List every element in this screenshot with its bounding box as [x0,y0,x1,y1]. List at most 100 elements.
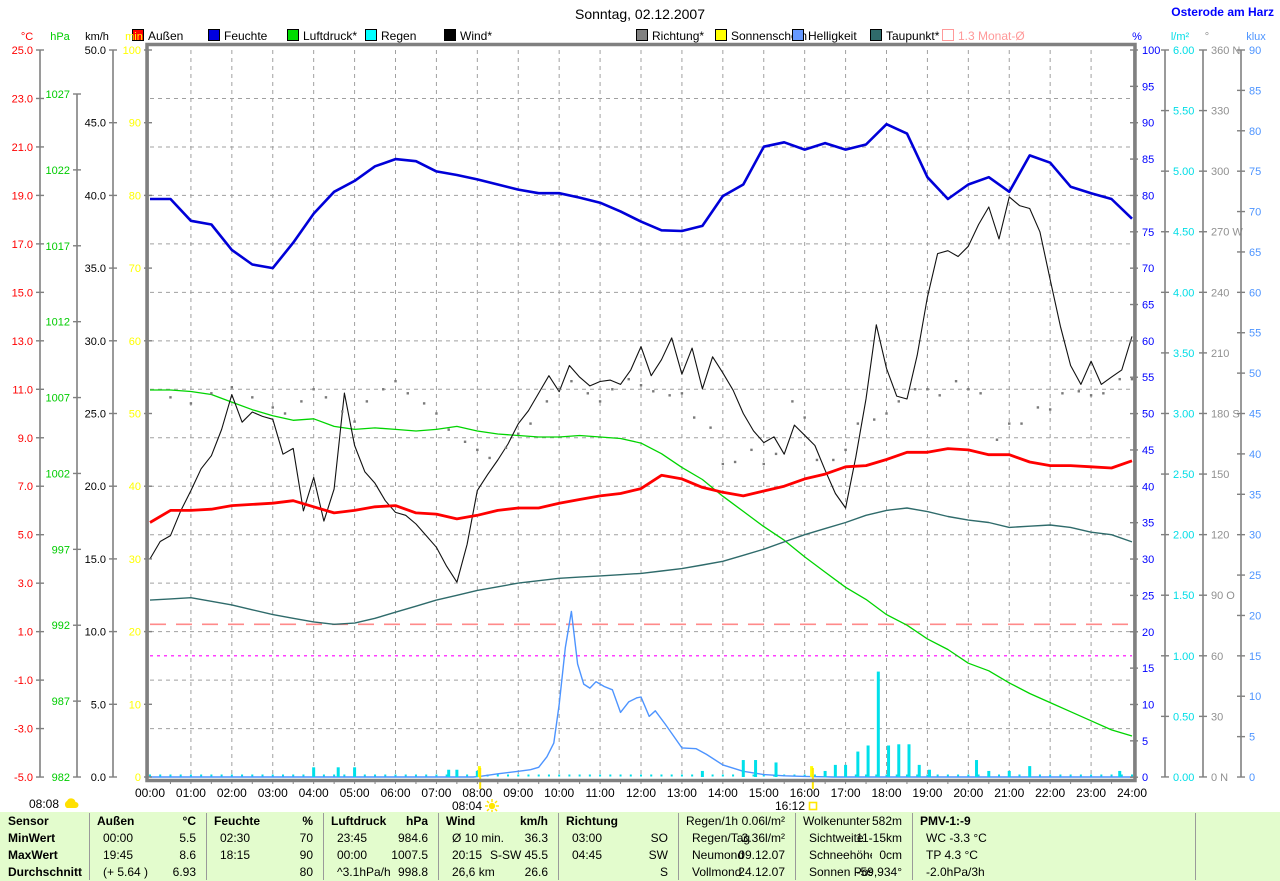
rain-baseline-dot [946,774,949,777]
legend-label: Helligkeit [808,29,857,43]
series-regen-bars [866,745,870,777]
series-richtung-dots [995,438,999,441]
stats-cell: Wind [446,814,476,828]
axis-tick-label: 50 [129,409,141,421]
axis-tick-label: 90 [129,118,141,130]
rain-baseline-dot [926,774,929,777]
stats-cell: 23:45 [337,831,368,845]
axis-unit-label: km/h [85,31,109,43]
series-richtung-dots [1008,422,1011,425]
series-regen-bars [856,751,860,777]
series-regen-bars [833,764,837,777]
axis-tick-label: 1.0 [18,627,33,639]
series-richtung-dots [365,400,369,403]
legend-swatch-icon [365,29,377,41]
series-richtung-dots [979,392,982,395]
rain-baseline-dot [251,774,254,777]
axis-tick-label: 60 [129,336,141,348]
series-regen-bars [475,770,479,777]
x-axis-label: 14:00 [708,786,738,800]
series-regen-bars [312,767,316,777]
stats-cell: 6.93 [172,865,196,879]
series-richtung-dots [1130,377,1134,381]
series-feuchte-line [150,122,1133,270]
rain-baseline-dot [998,774,1001,777]
series-richtung-dots [652,390,655,393]
series-richtung-dots [1118,377,1121,381]
plot-area[interactable] [150,50,1132,777]
series-richtung-dots [570,379,573,383]
stats-cell: 24.12.07 [738,865,785,879]
legend-swatch-icon [287,29,299,41]
axis-tick-label: 210 [1211,348,1229,360]
rain-baseline-dot [527,774,530,777]
rain-baseline-dot [660,774,663,777]
rain-baseline-dot [916,774,919,777]
series-richtung-dots [422,402,426,405]
legend-swatch-icon [942,29,954,41]
rain-baseline-dot [1131,774,1133,777]
series-richtung-dots [463,440,467,443]
axis-tick-label: 1007 [46,393,70,405]
rain-baseline-dot [547,774,550,777]
axis-tick-label: 2.50 [1173,469,1194,481]
sunrise-time: 08:04 [452,799,483,813]
stats-cell: Regen/Tag [692,831,751,845]
series-regen-bars [927,769,931,777]
axis-tick-label: -3.0 [14,724,33,736]
x-axis-label: 17:00 [831,786,861,800]
axis-tick-label: 150 [1211,469,1229,481]
stats-cell: 18:15 [220,848,251,862]
rain-baseline-dot [466,774,469,777]
axis-tick-label: 19.0 [12,190,33,202]
legend-label: Sonnenschein [731,29,808,43]
rain-baseline-dot [568,774,571,777]
axis-tick-label: 6.00 [1173,45,1194,57]
axis-tick-label: 20 [1142,627,1154,639]
axis-tick-label: 85 [1249,85,1261,97]
axis-tick-label: 0.50 [1173,711,1194,723]
axis-tick-label: -1.0 [14,675,33,687]
stats-cell: 04:45 [572,848,603,862]
series-richtung-dots [283,412,287,415]
stats-cell: 36.3 [524,831,548,845]
x-axis-label: 18:00 [871,786,901,800]
rain-baseline-dot [895,774,898,777]
x-axis-label: 13:00 [667,786,697,800]
series-richtung-dots [762,462,765,466]
series-richtung-dots [353,420,356,423]
axis-tick-label: 15 [1249,651,1261,663]
stats-cell: PMV-1:-9 [920,814,971,828]
rain-baseline-dot [333,774,336,777]
series-richtung-dots [517,432,520,435]
legend-label: Taupunkt* [886,29,940,43]
axis-tick-label: 40 [129,481,141,493]
rain-baseline-dot [179,774,182,777]
stats-cell: 02:30 [220,831,251,845]
axis-tick-label: 987 [52,696,70,708]
rain-baseline-dot [1049,774,1052,777]
rain-baseline-dot [977,774,980,777]
stats-cell: WC -3.3 °C [926,831,987,845]
series-richtung-dots [639,384,643,387]
rain-baseline-dot [711,774,714,777]
series-richtung-dots [1061,392,1064,395]
series-richtung-dots [721,462,725,466]
series-helligkeit-line [150,610,1132,778]
x-axis-label: 23:00 [1076,786,1106,800]
series-richtung-dots [230,386,234,389]
series-regen-bars [447,769,451,777]
axis-tick-label: 30 [1211,711,1223,723]
sunrise-label: 08:04 [452,799,500,813]
axis-tick-label: 100 [1142,45,1160,57]
series-richtung-dots [251,396,254,399]
axis-unit-label: l/m² [1171,31,1190,43]
stats-cell: km/h [519,814,548,828]
series-richtung-dots [954,379,958,383]
legend-item: 1.3 Monat-Ø [942,29,1025,43]
rain-baseline-dot [629,774,632,777]
column-separator [678,813,679,880]
series-regen-bars [897,744,901,777]
rain-baseline-dot [1090,774,1093,777]
